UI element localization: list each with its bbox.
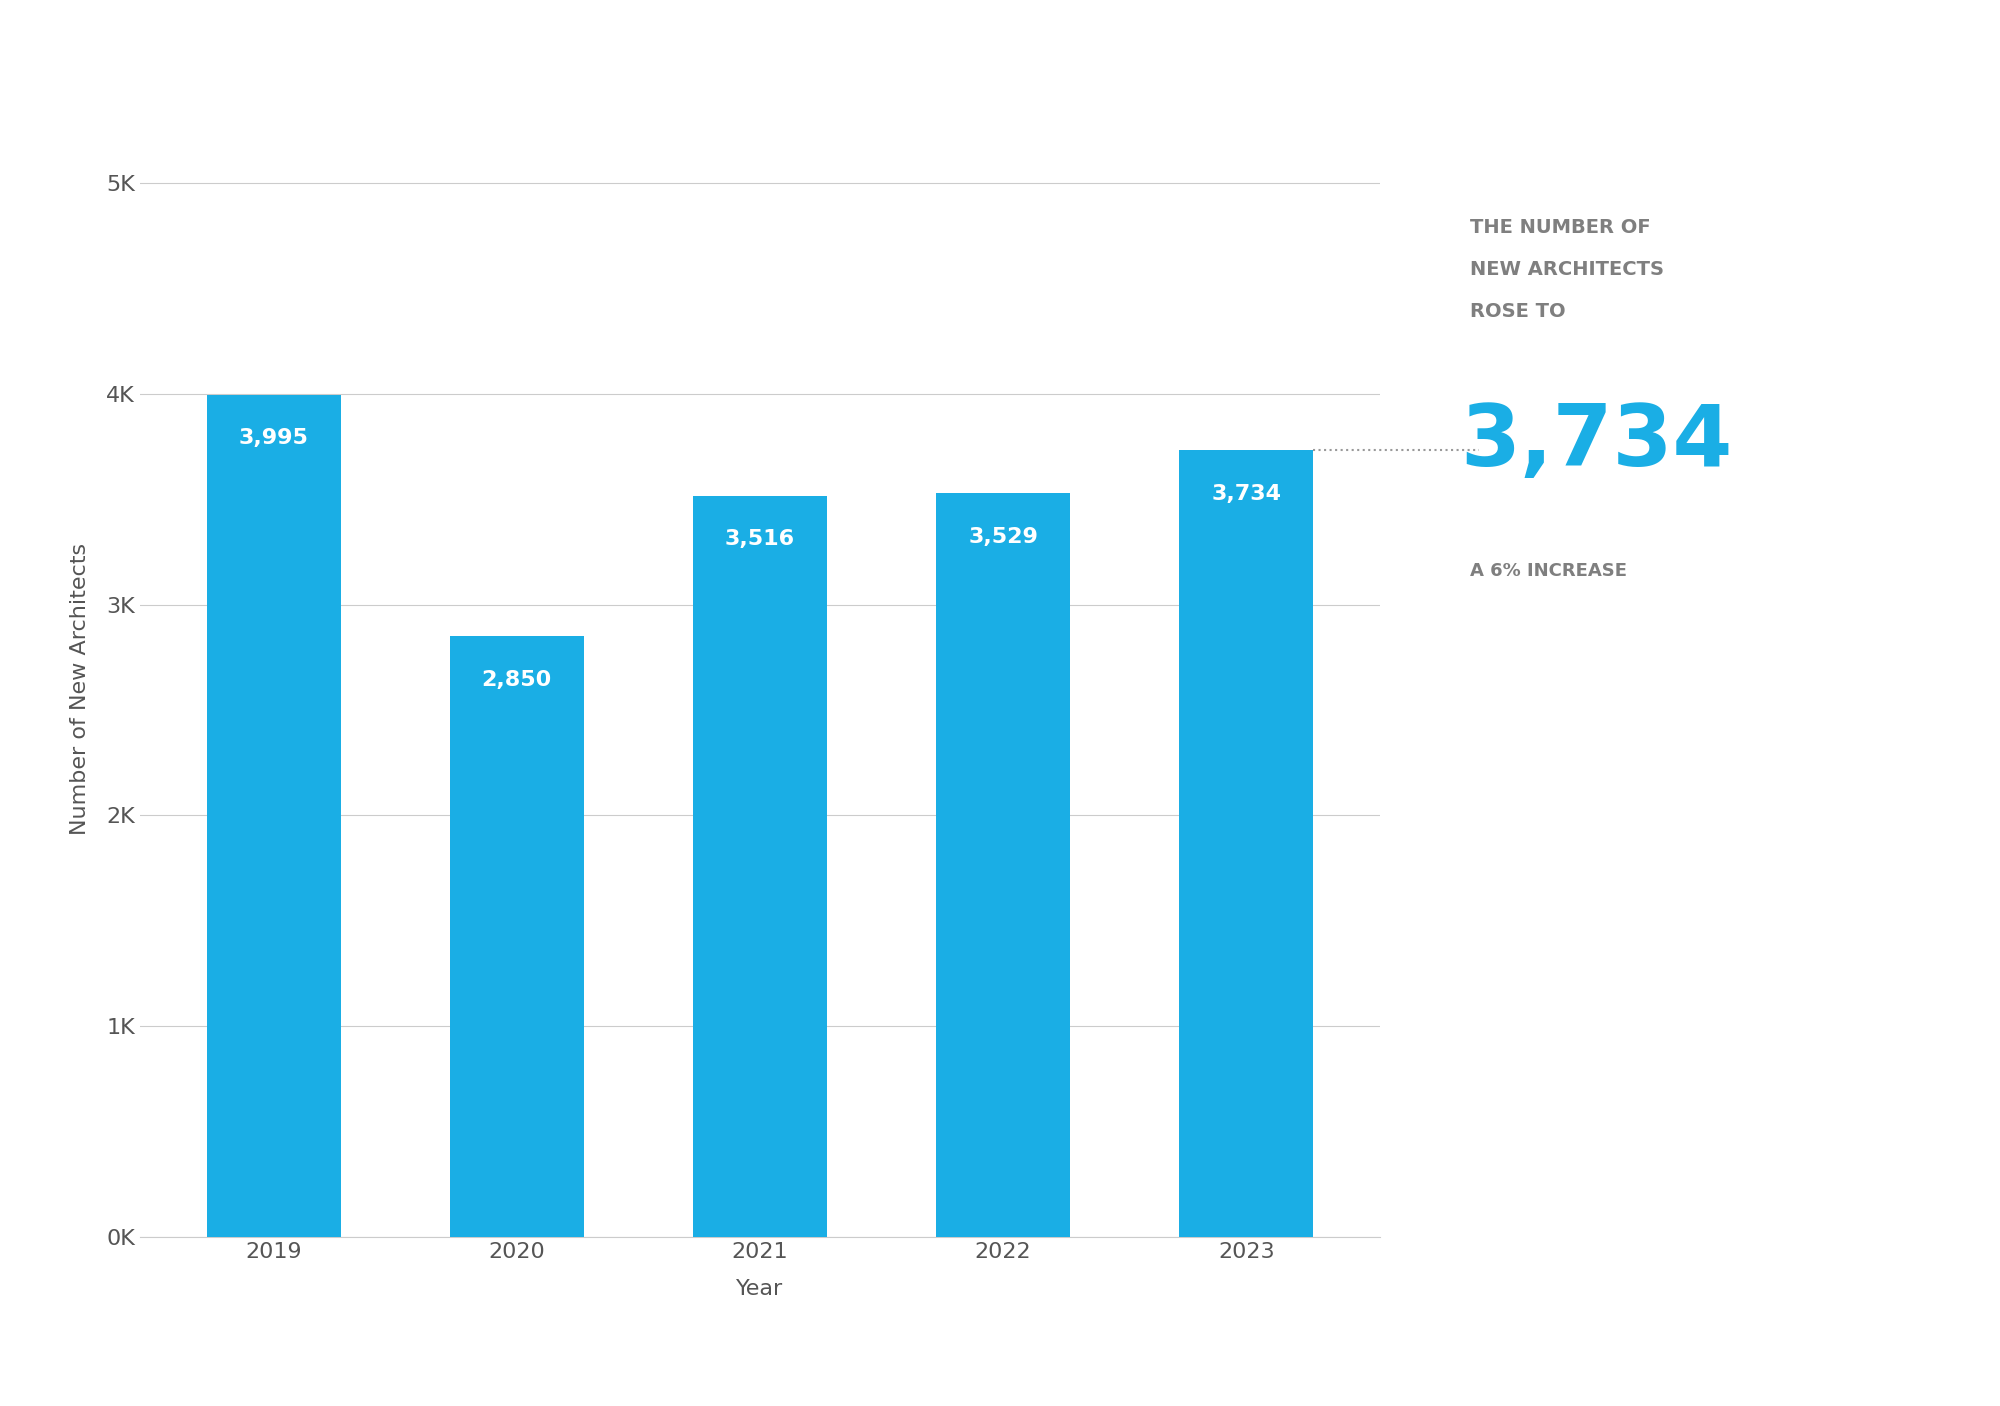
Text: 2,850: 2,850 bbox=[482, 669, 552, 690]
Bar bbox=[1180, 450, 1314, 1237]
Text: NEW ARCHITECTS: NEW ARCHITECTS bbox=[1470, 260, 1664, 280]
Text: THE NUMBER OF: THE NUMBER OF bbox=[1470, 218, 1650, 238]
Text: 3,995: 3,995 bbox=[238, 429, 308, 449]
X-axis label: Year: Year bbox=[736, 1279, 784, 1299]
Text: 3,529: 3,529 bbox=[968, 527, 1038, 547]
Text: ROSE TO: ROSE TO bbox=[1470, 302, 1566, 322]
Text: 3,734: 3,734 bbox=[1212, 484, 1282, 503]
Bar bbox=[450, 636, 584, 1237]
Bar bbox=[936, 494, 1070, 1237]
Bar bbox=[206, 395, 340, 1237]
Bar bbox=[694, 496, 826, 1237]
Text: 3,734: 3,734 bbox=[1460, 401, 1732, 484]
Text: 3,516: 3,516 bbox=[724, 530, 796, 550]
Y-axis label: Number of New Architects: Number of New Architects bbox=[70, 543, 90, 835]
Text: A 6% INCREASE: A 6% INCREASE bbox=[1470, 562, 1628, 581]
